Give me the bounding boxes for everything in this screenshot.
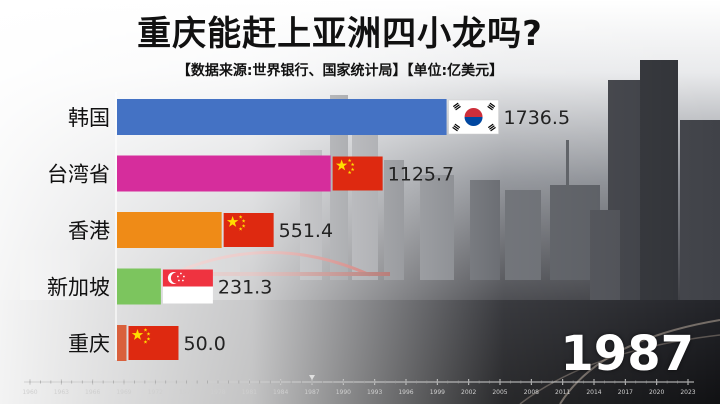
china-flag-small-star [143,328,148,332]
korea-flag-trigram [487,105,493,111]
singapore-flag-star [182,275,185,278]
singapore-flag-icon [162,269,213,304]
china-flag-star [131,329,144,340]
timeline-tick-label: 2002 [461,389,476,396]
china-flag-small-star [238,215,243,219]
china-flag-icon [332,156,383,191]
singapore-flag-crescent-cut [170,272,182,284]
korea-flag-taeguk-blue [464,117,483,126]
korea-flag-trigram [488,104,495,109]
timeline-tick-label: 1996 [398,389,413,396]
china-flag-field [223,213,274,247]
korea-flag-taeguk-red [464,108,483,117]
value-label-2: 551.4 [279,220,333,242]
timeline-tick-label: 1972 [148,389,163,396]
category-label-2: 香港 [68,219,110,243]
china-flag-field [332,156,383,191]
korea-flag-trigram [454,123,461,129]
timeline-tick-label: 2011 [555,389,570,396]
chart-title: 重庆能赶上亚洲四小龙吗? [137,14,543,54]
bar-1 [117,155,331,192]
china-flag-small-star [347,158,352,163]
korea-flag-trigram [452,126,458,132]
korea-flag-trigram [487,123,494,129]
korea-flag-trigram [453,125,460,130]
china-flag-star [335,159,348,171]
china-flag-icon [128,326,179,360]
timeline-tick-label: 2017 [618,389,633,396]
china-flag-icon [223,213,274,247]
timeline-tick-label: 1978 [210,389,225,396]
bar-0 [117,99,447,135]
korea-flag-trigram [489,125,495,130]
korea-flag-trigram [490,126,496,132]
china-flag-small-star [143,340,148,344]
korea-flag-trigram [489,102,496,108]
korea-flag-trigram [452,102,459,108]
timeline-tick-label: 1975 [179,389,194,396]
timeline-tick-label: 2020 [649,389,664,396]
bar-3 [117,268,161,305]
bar-4 [117,325,127,361]
bar-2 [117,212,222,248]
timeline-tick-label: 1963 [54,389,69,396]
timeline-tick-label: 1987 [304,389,319,396]
value-label-1: 1125.7 [388,164,454,186]
singapore-flag-white-band [162,286,213,304]
value-label-3: 231.3 [218,277,272,299]
korea-flag-icon [448,99,499,135]
value-label-4: 50.0 [183,333,225,355]
bars-layer: 韩国 1736.5 台湾省 1125.7 香港 551.4 新加坡 231.3 重庆 50.0 [47,92,570,361]
singapore-flag-star [179,272,182,275]
timeline-tick-label: 1990 [336,389,351,396]
china-flag-field [128,326,179,360]
china-flag-small-star [238,227,243,231]
timeline-axis: 1960 1963 1966 1969 1972 1975 1978 1981 1984 1987… [22,375,696,396]
singapore-flag-star [181,279,184,282]
value-label-0: 1736.5 [504,107,570,129]
china-flag-small-star [146,337,151,341]
china-flag-small-star [241,219,246,223]
current-year-label: 1987 [560,326,694,382]
china-flag-small-star [146,332,151,336]
timeline-tick-label: 1984 [273,389,288,396]
korea-flag-trigram [455,105,461,111]
timeline-current-marker [309,375,315,380]
category-label-1: 台湾省 [47,163,110,187]
timeline-tick-label: 2023 [680,389,695,396]
china-flag-small-star [350,167,355,172]
chart-subtitle: 【数据来源:世界银行、国家统计局】【单位:亿美元】 [176,63,504,79]
singapore-flag-star [177,279,180,282]
china-flag-star [226,216,239,227]
category-label-3: 新加坡 [47,276,110,300]
timeline-tick-label: 2014 [586,389,601,396]
timeline-tick-label: 1969 [116,389,131,396]
timeline-tick-label: 2008 [524,389,539,396]
timeline-tick-label: 1981 [242,389,257,396]
china-flag-small-star [347,170,352,175]
timeline-tick-label: 1999 [430,389,445,396]
china-flag-small-star [350,162,355,167]
china-flag-small-star [241,224,246,228]
timeline-tick-label: 1966 [85,389,100,396]
timeline-tick-label: 1993 [367,389,382,396]
korea-flag-trigram [454,104,460,109]
category-label-4: 重庆 [68,332,110,356]
timeline-tick-label: 1960 [22,389,37,396]
category-label-0: 韩国 [68,106,110,130]
timeline-tick-label: 2005 [492,389,507,396]
singapore-flag-star [176,275,179,278]
